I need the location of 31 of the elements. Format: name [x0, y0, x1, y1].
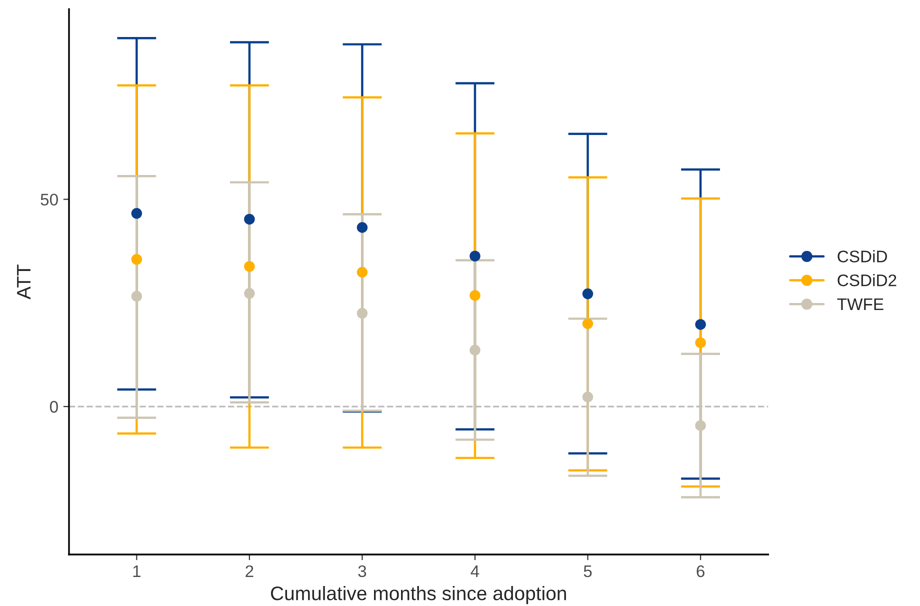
- point: [470, 344, 480, 356]
- y-tick-label: 50: [40, 194, 58, 206]
- point: [131, 254, 142, 265]
- point: [244, 214, 255, 225]
- x-axis-title: Cumulative months since adoption: [270, 586, 566, 604]
- point: [356, 266, 368, 278]
- point: [695, 337, 706, 348]
- x-tick-label: 2: [246, 565, 254, 577]
- point: [356, 308, 368, 319]
- point: [695, 420, 706, 431]
- point: [131, 290, 142, 302]
- x-tick-label: 6: [696, 565, 704, 578]
- point: [356, 222, 368, 233]
- point: [695, 319, 706, 330]
- y-axis-title: ATT: [17, 264, 30, 300]
- point: [582, 318, 594, 330]
- y-tick-label: 0: [50, 400, 58, 413]
- x-tick-label: 3: [358, 565, 366, 578]
- x-tick-label: 4: [470, 566, 480, 577]
- point: [131, 208, 142, 219]
- point: [582, 392, 594, 402]
- point: [244, 288, 255, 299]
- point: [470, 250, 480, 262]
- legend-label: CSDiD: [838, 250, 887, 262]
- x-tick-label: 5: [584, 566, 592, 578]
- x-tick-label: 1: [133, 566, 140, 577]
- point: [470, 290, 480, 301]
- legend-label: CSDiD2: [838, 274, 896, 286]
- point: [244, 261, 255, 272]
- legend-label: TWFE: [837, 298, 884, 310]
- point: [582, 288, 594, 300]
